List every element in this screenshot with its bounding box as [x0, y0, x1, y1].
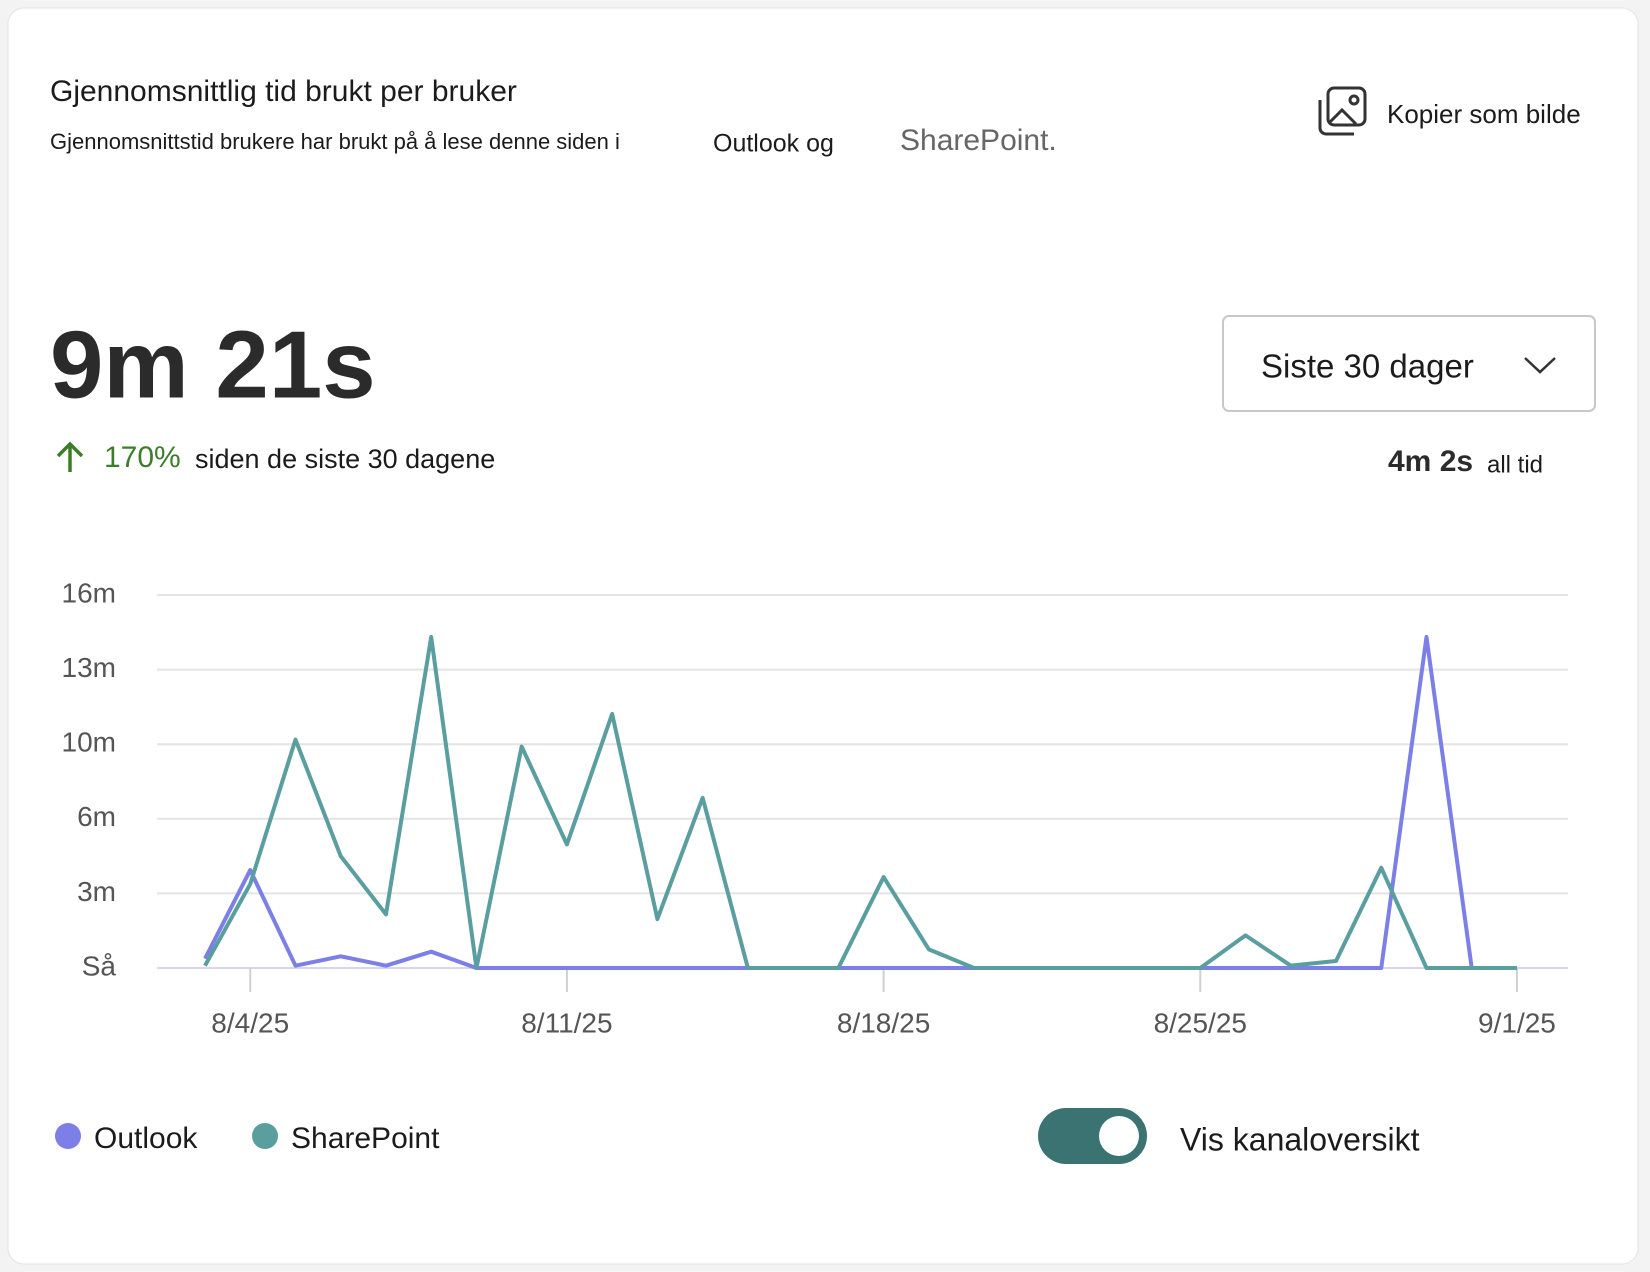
x-tick-label: 9/1/25 — [1478, 1007, 1556, 1038]
card — [7, 7, 1639, 1265]
all-time-value: 4m 2s — [1388, 445, 1473, 478]
metric-value: 9m 21s — [50, 311, 376, 418]
legend-swatch — [55, 1123, 81, 1149]
x-tick-label: 8/11/25 — [521, 1007, 612, 1038]
legend: Outlook SharePoint — [55, 1122, 440, 1155]
x-tick-label: 8/25/25 — [1154, 1007, 1247, 1038]
period-dropdown[interactable] — [1222, 315, 1596, 412]
description: SharePoint. — [900, 124, 1057, 157]
y-tick-label: 3m — [77, 876, 116, 907]
series-line — [203, 634, 1517, 970]
chevron[interactable] — [1524, 357, 1556, 374]
y-tick-label: Så — [82, 950, 117, 981]
y-tick-label: 13m — [62, 652, 116, 683]
legend-swatch — [252, 1123, 278, 1149]
toggle-label[interactable]: Vis kanaloversikt — [1180, 1121, 1420, 1157]
change-value: 170% — [104, 441, 181, 474]
legend-label: SharePoint — [291, 1122, 440, 1155]
change-text: siden de siste 30 dagene — [195, 444, 495, 474]
y-tick-label: 6m — [77, 801, 116, 832]
all-time-label: all tid — [1487, 451, 1543, 478]
chart: Så 3m 6m 10m 13m 16m 8/4/25 8/11/25 8/18/25 8/25/… — [62, 577, 1568, 1038]
x-tick-label: 8/4/25 — [211, 1007, 289, 1038]
up-arrow — [56, 441, 84, 472]
legend-label: Outlook — [94, 1122, 198, 1155]
dropdown-label[interactable]: Siste 30 dager — [1261, 348, 1474, 385]
y-tick-label: 10m — [62, 727, 116, 758]
x-tick-label: 8/18/25 — [837, 1007, 930, 1038]
title: Gjennomsnittlig tid brukt per bruker — [50, 75, 517, 108]
description: Outlook og — [713, 130, 834, 158]
toggle-knob[interactable] — [1099, 1116, 1139, 1156]
copy-icon[interactable] — [1318, 86, 1367, 136]
description: Gjennomsnittstid brukere har brukt på å … — [50, 129, 620, 154]
copy-button[interactable]: Kopier som bilde — [1387, 99, 1581, 129]
series-line — [203, 634, 1517, 970]
y-tick-label: 16m — [62, 577, 116, 608]
